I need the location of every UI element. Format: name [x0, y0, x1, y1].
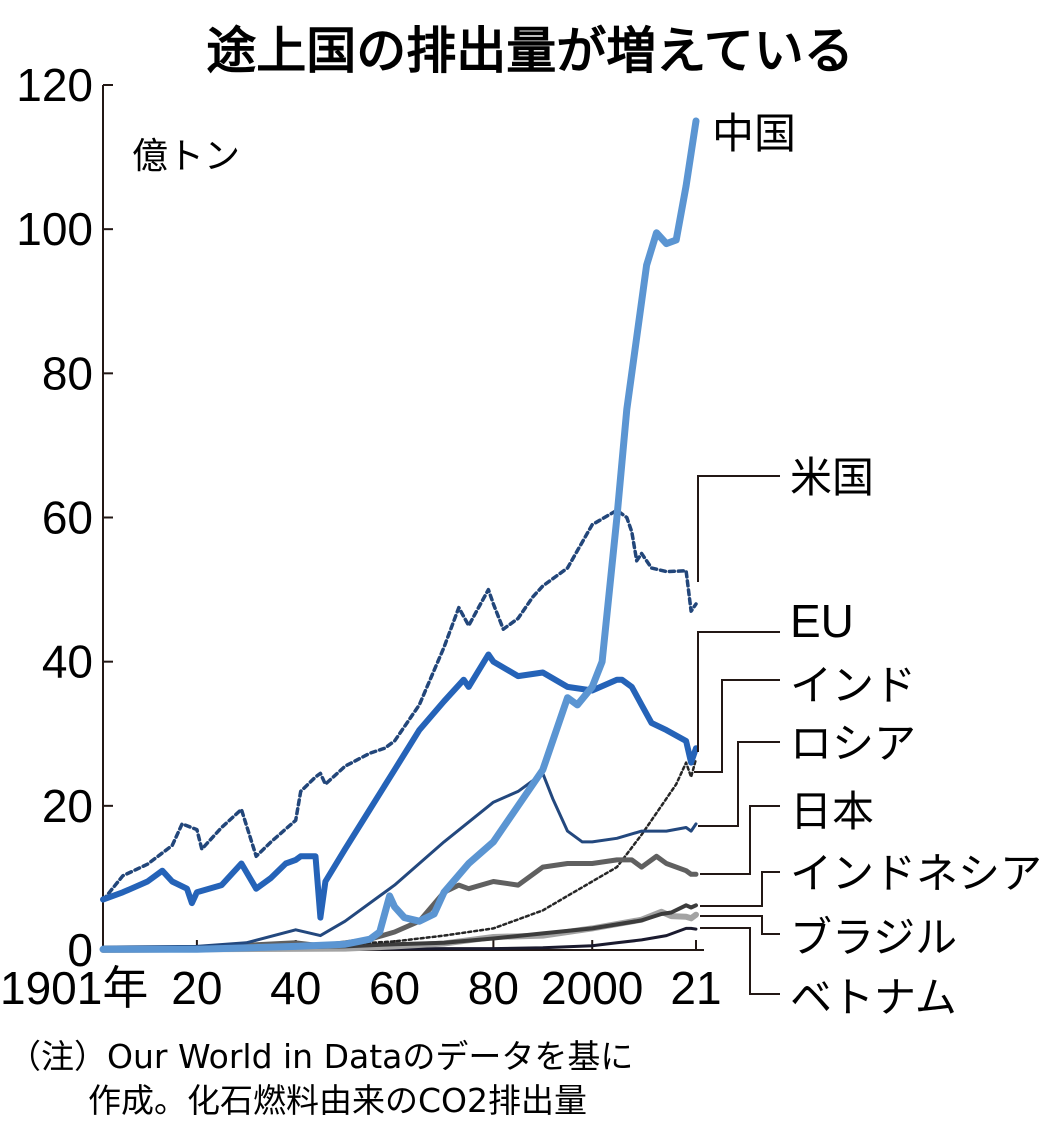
- series-line-china: [99, 117, 700, 953]
- series-label-eu: EU: [790, 595, 854, 647]
- series-line-vietnam: [101, 926, 698, 952]
- x-tick-label: 2000: [541, 962, 643, 1014]
- series-label-usa: 米国: [790, 453, 874, 502]
- y-tick-label: 40: [42, 636, 93, 688]
- series-line-eu: [100, 651, 699, 921]
- y-tick-label: 20: [42, 780, 93, 832]
- leader-line-indonesia: [700, 871, 780, 907]
- x-tick-label: 20: [171, 962, 222, 1014]
- series-layer: [99, 117, 700, 953]
- x-tick-label: 1901年: [0, 962, 148, 1014]
- series-label-indonesia: インドネシア: [790, 849, 1042, 898]
- series-label-russia: ロシア: [790, 719, 916, 768]
- series-line-india: [101, 757, 698, 951]
- series-label-vietnam: ベトナム: [790, 973, 957, 1022]
- leader-line-brazil: [700, 915, 780, 935]
- y-tick-label: 100: [16, 203, 93, 255]
- source-note-line-2: 作成。化石燃料由来のCO2排出量: [88, 1081, 587, 1120]
- x-tick-label: 21: [670, 962, 721, 1014]
- leader-line-eu: [697, 631, 780, 752]
- series-label-brazil: ブラジル: [790, 913, 957, 962]
- leader-line-vietnam: [700, 927, 780, 995]
- y-tick-label: 60: [42, 492, 93, 544]
- y-tick-label: 120: [16, 59, 93, 111]
- series-label-india: インド: [790, 661, 916, 710]
- x-tick-label: 80: [468, 962, 519, 1014]
- leader-line-russia: [698, 741, 780, 827]
- leader-line-india: [694, 679, 780, 773]
- y-tick-label: 0: [67, 924, 93, 976]
- y-axis-unit-label: 億トン: [132, 136, 240, 177]
- x-tick-label: 40: [270, 962, 321, 1014]
- chart-title: 途上国の排出量が増えている: [206, 22, 854, 80]
- source-note-line-1: （注）Our World in Dataのデータを基に: [8, 1037, 633, 1076]
- axes: 0 20 40 60 80 100 120 1901年 20 40 60 80 2000 21: [0, 59, 722, 1014]
- leader-line-japan: [700, 805, 780, 875]
- series-label-japan: 日本: [790, 787, 874, 836]
- series-label-china: 中国: [712, 109, 796, 158]
- leader-line-usa: [697, 475, 780, 582]
- label-leader-lines: [694, 475, 780, 995]
- series-line-usa: [101, 508, 698, 903]
- x-tick-label: 60: [369, 962, 420, 1014]
- y-tick-label: 80: [42, 347, 93, 399]
